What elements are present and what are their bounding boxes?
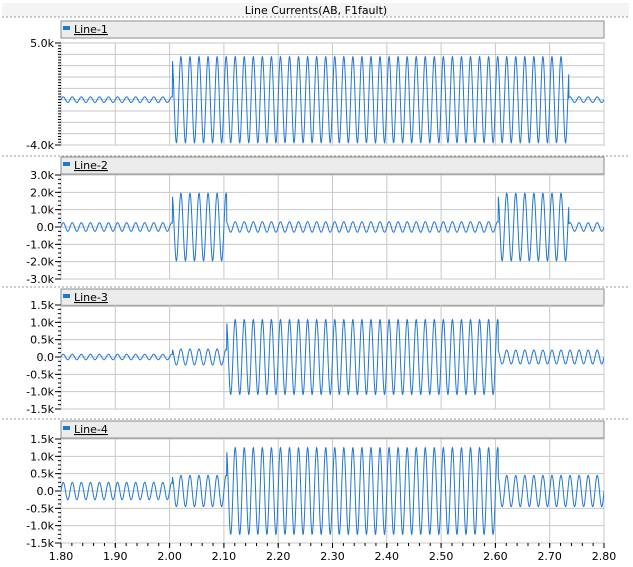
chart-title: Line Currents(AB, F1fault): [245, 4, 387, 17]
legend-label: Line-2: [74, 159, 108, 172]
legend-label: Line-3: [74, 291, 108, 304]
legend-label: Line-1: [74, 23, 108, 36]
legend-swatch: [63, 426, 70, 430]
x-tick-label: 2.50: [429, 550, 454, 563]
x-tick-label: 2.00: [157, 550, 182, 563]
x-tick-label: 2.20: [266, 550, 291, 563]
panel-line-4: Line-4 1.5k 1.0k 0.5k 0.0 -0.5k -1.0k -1.5k: [26, 420, 605, 550]
y-tick-label: 0.0: [37, 351, 55, 364]
y-tick-label: -1.0k: [26, 386, 54, 399]
x-tick-label: 2.80: [592, 550, 617, 563]
legend[interactable]: Line-4: [60, 420, 605, 439]
y-tick-label: 1.0k: [30, 450, 54, 463]
y-tick-label: 1.5k: [30, 299, 54, 312]
legend-swatch: [63, 162, 70, 166]
y-tick-label: -1.5k: [26, 537, 54, 550]
legend-label: Line-4: [74, 423, 108, 436]
legend-bar: [60, 420, 605, 439]
legend[interactable]: Line-3: [60, 288, 605, 307]
y-tick-label: 1.0k: [30, 204, 54, 217]
y-tick-label: 0.0: [37, 221, 55, 234]
panel-line-2: Line-2 3.0k 2.0k 1.0k 0.0 -1.0k -2.0k -3.0k: [2, 156, 629, 288]
y-tick-label: -1.0k: [26, 520, 54, 533]
y-tick-label: 1.0k: [30, 316, 54, 329]
series-line-line-1: [61, 55, 604, 144]
legend[interactable]: Line-2: [60, 156, 605, 175]
series-line-line-4: [61, 446, 604, 536]
x-tick-label: 2.30: [320, 550, 345, 563]
y-tick-label: -1.5k: [26, 403, 54, 416]
x-tick-label: 1.90: [103, 550, 128, 563]
legend-bar: [60, 20, 605, 39]
y-tick-label: 5.0k: [30, 37, 54, 50]
y-tick-label: -1.0k: [26, 238, 54, 251]
y-tick-label: 2.0k: [30, 186, 54, 199]
x-tick-label: 2.10: [212, 550, 237, 563]
x-axis: 1.80 1.90 2.00 2.10 2.20 2.30 2.40 2.50 2.60 2.70…: [49, 543, 617, 563]
x-tick-label: 2.70: [537, 550, 562, 563]
y-tick-label: -0.5k: [26, 502, 54, 515]
legend-bar: [60, 288, 605, 307]
y-tick-label: 3.0k: [30, 169, 54, 182]
y-tick-label: 1.5k: [30, 433, 54, 446]
x-tick-label: 2.40: [375, 550, 400, 563]
series-line-line-3: [61, 318, 604, 396]
legend-bar: [60, 156, 605, 175]
y-tick-label: 0.5k: [30, 334, 54, 347]
y-tick-label: -2.0k: [26, 256, 54, 269]
panel-line-3: Line-3 1.5k 1.0k 0.5k 0.0 -0.5k -1.0k -1.5k: [2, 288, 629, 420]
y-tick-label: 0.0: [37, 485, 55, 498]
x-tick-label: 2.60: [483, 550, 508, 563]
y-tick-label: -4.0k: [26, 139, 54, 152]
panel-line-1: Line-1 5.0k -4.0k: [2, 20, 629, 157]
legend-swatch: [63, 26, 70, 30]
legend-swatch: [63, 294, 70, 298]
y-tick-label: -3.0k: [26, 273, 54, 286]
legend[interactable]: Line-1: [60, 20, 605, 39]
y-tick-label: 0.5k: [30, 468, 54, 481]
series-line-line-2: [61, 192, 604, 262]
title-bar: [2, 3, 629, 17]
x-tick-label: 1.80: [49, 550, 74, 563]
y-tick-label: -0.5k: [26, 368, 54, 381]
